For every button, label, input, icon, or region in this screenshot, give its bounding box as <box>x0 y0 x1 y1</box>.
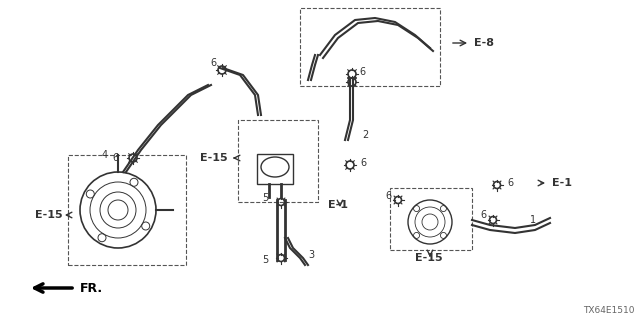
Bar <box>238 120 318 202</box>
Text: 6: 6 <box>359 67 365 77</box>
Text: 6: 6 <box>112 153 118 163</box>
Text: E-1: E-1 <box>328 200 348 210</box>
Text: TX64E1510: TX64E1510 <box>584 306 635 315</box>
Text: E-15: E-15 <box>200 153 228 163</box>
Text: 2: 2 <box>362 130 368 140</box>
Ellipse shape <box>261 157 289 177</box>
Bar <box>68 155 186 265</box>
Circle shape <box>80 172 156 248</box>
Text: 4: 4 <box>102 150 108 160</box>
Bar <box>300 8 440 86</box>
Bar <box>257 154 293 184</box>
Circle shape <box>408 200 452 244</box>
Bar <box>390 188 472 250</box>
Text: 5: 5 <box>262 193 268 203</box>
Text: E-15: E-15 <box>35 210 63 220</box>
Text: E-15: E-15 <box>415 253 443 263</box>
Text: 3: 3 <box>308 250 314 260</box>
Text: 6: 6 <box>507 178 513 188</box>
Text: 6: 6 <box>385 191 391 201</box>
Text: 5: 5 <box>262 255 268 265</box>
Text: 6: 6 <box>360 158 366 168</box>
Text: 6: 6 <box>480 210 486 220</box>
Text: 6: 6 <box>210 58 216 68</box>
Text: 1: 1 <box>530 215 536 225</box>
Text: E-8: E-8 <box>474 38 494 48</box>
Text: FR.: FR. <box>80 282 103 294</box>
Text: E-1: E-1 <box>552 178 572 188</box>
